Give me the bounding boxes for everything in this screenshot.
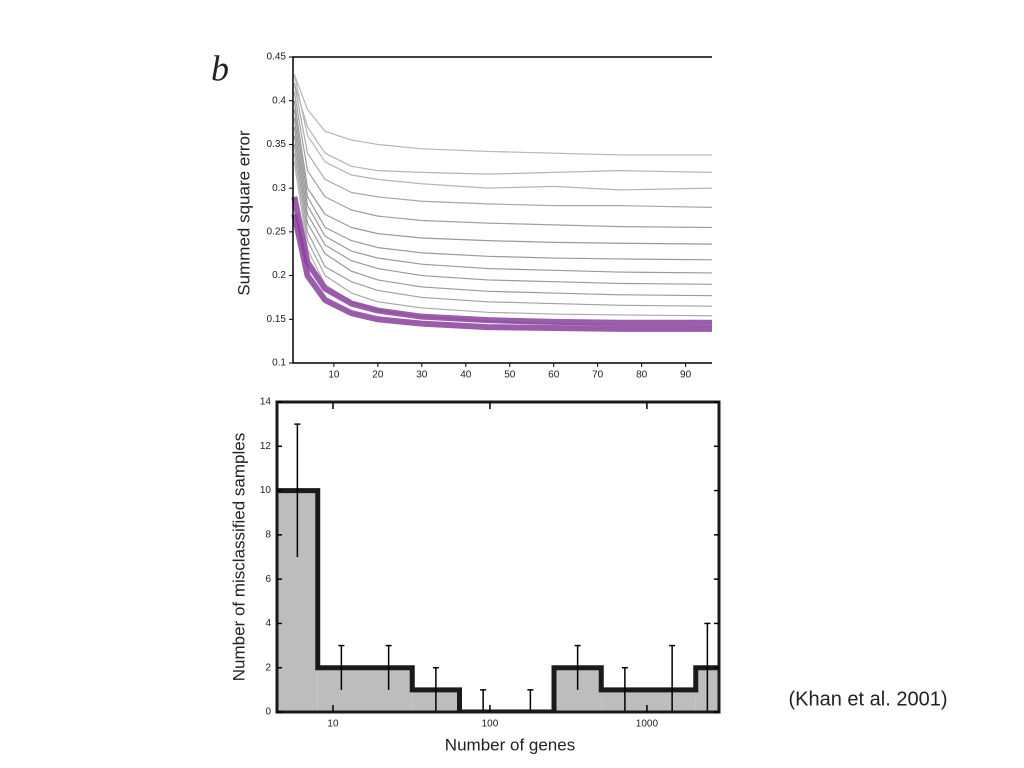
y-tick-label: 0.15 [267,314,287,325]
citation: (Khan et al. 2001) [789,688,948,710]
x-tick-label: 10 [327,719,339,730]
series-line [293,126,713,285]
x-tick-label: 80 [636,370,648,381]
plot-area [277,423,719,712]
series-line [293,83,713,208]
x-tick-label: 100 [482,719,499,730]
x-tick-label: 10 [328,370,340,381]
y-tick-label: 0.35 [267,139,287,150]
series-line [293,153,713,317]
series-line [293,83,713,175]
y-tick-label: 0.25 [267,226,287,237]
series-line [293,91,713,229]
y-tick-label: 14 [260,397,272,408]
y-tick-label: 0 [265,707,271,718]
series-line [293,109,713,261]
panel-label: b [211,48,229,88]
y-tick-label: 10 [260,485,272,496]
axis-frame [275,400,721,714]
y-axis-label: Number of misclassified samples [229,433,248,681]
x-tick-label: 90 [680,370,692,381]
series-line [293,135,713,297]
y-tick-label: 2 [265,662,271,673]
x-tick-label: 40 [460,370,472,381]
x-tick-label: 1000 [636,719,659,730]
series-line [291,213,712,332]
series-line [293,118,713,274]
y-axis-label: Summed square error [234,130,253,296]
series-line [293,144,713,307]
x-tick-label: 20 [372,370,384,381]
y-tick-label: 4 [265,618,271,629]
y-tick-label: 0.2 [272,270,286,281]
x-tick-label: 60 [548,370,560,381]
axis-frame [292,56,712,364]
y-tick-label: 12 [260,441,272,452]
y-tick-label: 0.4 [272,95,286,106]
series-line [293,74,712,156]
y-tick-label: 0.1 [272,358,286,369]
series-line [291,196,712,326]
y-tick-label: 0.3 [272,183,286,194]
step-outline [277,488,719,712]
x-axis-label: Number of genes [445,735,575,754]
y-tick-label: 0.45 [267,52,287,63]
x-tick-label: 30 [416,370,428,381]
series-line [293,74,713,191]
series-line [293,100,713,245]
y-tick-label: 8 [265,529,271,540]
x-tick-label: 50 [504,370,516,381]
y-tick-label: 6 [265,574,271,585]
x-tick-label: 70 [592,370,604,381]
